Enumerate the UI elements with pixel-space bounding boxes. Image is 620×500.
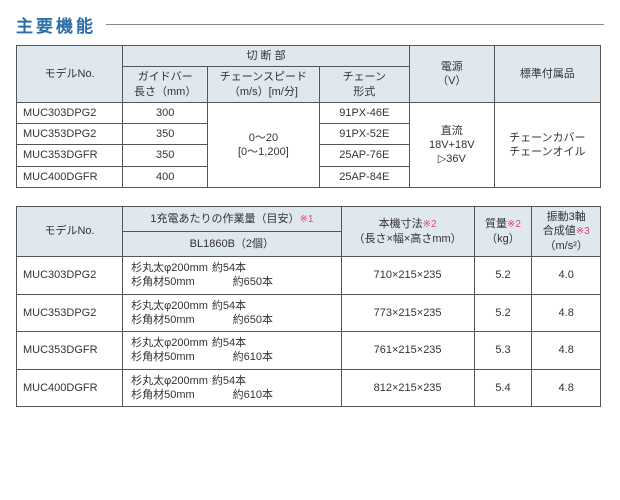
- specs-table-2: モデルNo. 1充電あたりの作業量（目安）※1 本機寸法※2 （長さ×幅×高さm…: [16, 206, 601, 407]
- cell-dim: 812×215×235: [341, 369, 474, 407]
- cell-vib: 4.8: [532, 294, 601, 332]
- cell-mass: 5.2: [474, 256, 532, 294]
- cell-workload: 杉丸太φ200mm約54本 杉角材50mm約610本: [123, 332, 342, 370]
- cell-model: MUC353DGFR: [17, 332, 123, 370]
- table-row: MUC303DPG2 300 0～20 [0～1,200] 91PX-46E 直…: [17, 102, 601, 123]
- cell-chaintype: 91PX-52E: [319, 124, 409, 145]
- cell-mass: 5.2: [474, 294, 532, 332]
- cell-model: MUC400DGFR: [17, 369, 123, 407]
- cell-chaintype: 25AP-84E: [319, 166, 409, 187]
- specs-table-1: モデルNo. 切 断 部 電源 （V） 標準付属品 ガイドバー 長さ（mm） チ…: [16, 45, 601, 188]
- th-chaintype: チェーン 形式: [319, 67, 409, 103]
- th-battery: BL1860B（2個）: [123, 232, 342, 257]
- cell-vib: 4.8: [532, 369, 601, 407]
- th-workload: 1充電あたりの作業量（目安）※1: [123, 207, 342, 232]
- section-title: 主要機能: [16, 12, 96, 37]
- cell-chaintype: 91PX-46E: [319, 102, 409, 123]
- cell-dim: 761×215×235: [341, 332, 474, 370]
- th-guidebar: ガイドバー 長さ（mm）: [123, 67, 208, 103]
- cell-mass: 5.4: [474, 369, 532, 407]
- table-row: MUC353DPG2 杉丸太φ200mm約54本 杉角材50mm約650本 77…: [17, 294, 601, 332]
- cell-model: MUC303DPG2: [17, 256, 123, 294]
- th-mass: 質量※2 （kg）: [474, 207, 532, 257]
- table-row: MUC400DGFR 杉丸太φ200mm約54本 杉角材50mm約610本 81…: [17, 369, 601, 407]
- cell-power: 直流 18V+18V ▷36V: [409, 102, 494, 187]
- cell-model: MUC353DPG2: [17, 294, 123, 332]
- cell-workload: 杉丸太φ200mm約54本 杉角材50mm約610本: [123, 369, 342, 407]
- cell-model: MUC353DPG2: [17, 124, 123, 145]
- cell-workload: 杉丸太φ200mm約54本 杉角材50mm約650本: [123, 256, 342, 294]
- th-cutsection: 切 断 部: [123, 46, 410, 67]
- th-accessories: 標準付属品: [494, 46, 600, 103]
- cell-vib: 4.8: [532, 332, 601, 370]
- th-vibration: 振動3軸 合成値※3 （m/s²）: [532, 207, 601, 257]
- th-dimensions: 本機寸法※2 （長さ×幅×高さmm）: [341, 207, 474, 257]
- cell-accessories: チェーンカバー チェーンオイル: [494, 102, 600, 187]
- table-row: MUC353DGFR 杉丸太φ200mm約54本 杉角材50mm約610本 76…: [17, 332, 601, 370]
- cell-guidebar: 400: [123, 166, 208, 187]
- cell-model: MUC353DGFR: [17, 145, 123, 166]
- th-chainspeed: チェーンスピード （m/s）[m/分]: [208, 67, 320, 103]
- section-rule: [106, 24, 604, 25]
- cell-vib: 4.0: [532, 256, 601, 294]
- cell-chainspeed: 0～20 [0～1,200]: [208, 102, 320, 187]
- cell-dim: 710×215×235: [341, 256, 474, 294]
- cell-dim: 773×215×235: [341, 294, 474, 332]
- cell-chaintype: 25AP-76E: [319, 145, 409, 166]
- th-model: モデルNo.: [17, 46, 123, 103]
- cell-mass: 5.3: [474, 332, 532, 370]
- cell-workload: 杉丸太φ200mm約54本 杉角材50mm約650本: [123, 294, 342, 332]
- section-title-row: 主要機能: [16, 12, 604, 37]
- th-model: モデルNo.: [17, 207, 123, 257]
- cell-guidebar: 350: [123, 124, 208, 145]
- cell-guidebar: 350: [123, 145, 208, 166]
- th-power: 電源 （V）: [409, 46, 494, 103]
- cell-guidebar: 300: [123, 102, 208, 123]
- table-row: MUC303DPG2 杉丸太φ200mm約54本 杉角材50mm約650本 71…: [17, 256, 601, 294]
- cell-model: MUC400DGFR: [17, 166, 123, 187]
- cell-model: MUC303DPG2: [17, 102, 123, 123]
